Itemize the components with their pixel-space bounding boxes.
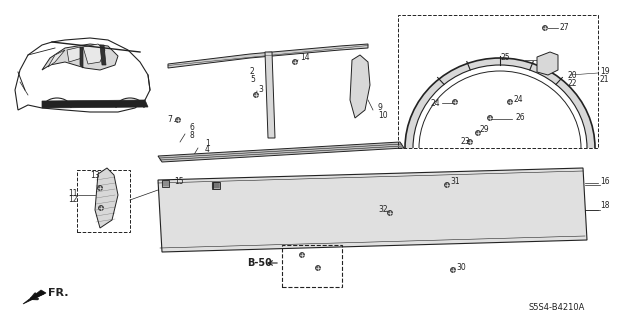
Text: 18: 18 [600, 201, 609, 210]
Circle shape [543, 26, 547, 31]
Text: 25: 25 [500, 54, 510, 63]
Polygon shape [158, 142, 404, 162]
Circle shape [508, 100, 513, 105]
Circle shape [488, 115, 493, 121]
Text: 1: 1 [205, 138, 210, 147]
Text: 8: 8 [190, 130, 195, 139]
Text: 29: 29 [480, 125, 490, 135]
Text: 24: 24 [430, 99, 440, 108]
Polygon shape [48, 50, 65, 67]
Text: 26: 26 [515, 114, 525, 122]
Polygon shape [80, 47, 83, 68]
Polygon shape [537, 52, 558, 75]
Text: 13: 13 [90, 172, 100, 181]
Text: B-50: B-50 [247, 258, 272, 268]
Polygon shape [350, 55, 370, 118]
Text: 31: 31 [450, 177, 460, 187]
Text: 11: 11 [68, 189, 77, 197]
Text: 3: 3 [258, 85, 263, 94]
Polygon shape [23, 290, 46, 304]
Text: 27: 27 [560, 23, 570, 32]
Polygon shape [83, 44, 105, 64]
Polygon shape [405, 58, 595, 148]
Text: 30: 30 [456, 263, 466, 272]
Bar [77, 170, 130, 232]
Text: 24: 24 [513, 95, 523, 105]
Circle shape [253, 93, 259, 98]
Bar [282, 245, 342, 287]
Text: 32: 32 [378, 205, 388, 214]
Bar [212, 182, 220, 189]
Circle shape [316, 265, 321, 271]
Circle shape [452, 100, 458, 105]
Bar [398, 15, 598, 148]
Circle shape [300, 253, 305, 257]
Polygon shape [67, 47, 82, 62]
Polygon shape [95, 168, 118, 228]
Circle shape [99, 205, 104, 211]
Text: 10: 10 [378, 110, 388, 120]
Text: 5: 5 [250, 75, 255, 84]
Circle shape [445, 182, 449, 188]
Text: 7: 7 [167, 115, 172, 124]
Text: 19: 19 [600, 68, 610, 77]
Circle shape [467, 139, 472, 145]
Text: 4: 4 [205, 145, 210, 154]
Circle shape [175, 117, 180, 122]
Text: 12: 12 [68, 196, 77, 204]
Text: 14: 14 [300, 54, 310, 63]
Circle shape [292, 60, 298, 64]
Text: FR.: FR. [48, 288, 68, 298]
Text: 21: 21 [600, 76, 609, 85]
Circle shape [387, 211, 392, 216]
Bar [161, 180, 168, 187]
Text: 22: 22 [567, 78, 577, 87]
Bar [211, 182, 218, 189]
Text: 2: 2 [250, 68, 255, 77]
Text: 9: 9 [378, 103, 383, 113]
Text: 15: 15 [174, 176, 184, 186]
Polygon shape [168, 44, 368, 68]
Polygon shape [158, 168, 587, 252]
Polygon shape [265, 52, 275, 138]
Circle shape [476, 130, 481, 136]
Polygon shape [42, 44, 118, 70]
Text: 23: 23 [460, 137, 470, 146]
Text: S5S4-B4210A: S5S4-B4210A [529, 303, 585, 313]
Circle shape [97, 186, 102, 190]
Polygon shape [42, 100, 148, 108]
Circle shape [451, 268, 456, 272]
Text: 16: 16 [600, 176, 610, 186]
Polygon shape [15, 38, 150, 112]
Polygon shape [100, 45, 106, 65]
Text: 20: 20 [567, 70, 577, 79]
Text: 6: 6 [190, 123, 195, 132]
